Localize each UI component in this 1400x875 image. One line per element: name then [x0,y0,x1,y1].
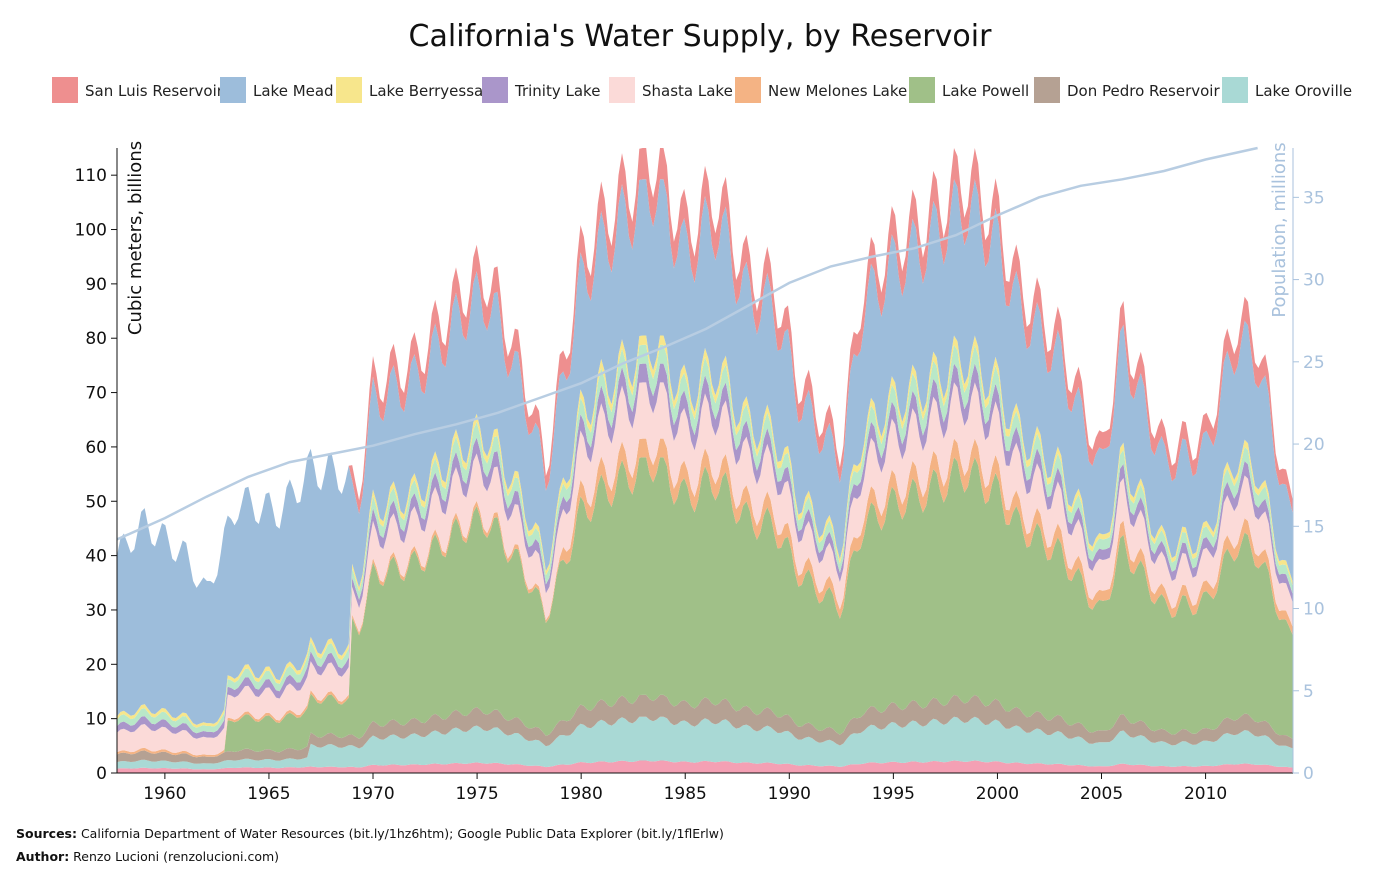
x-tick-label: 1980 [560,784,603,804]
legend-item: Lake Powell [909,77,1029,103]
y-tick-label: 20 [85,655,107,675]
y-right-tick-label: 0 [1303,764,1314,784]
x-tick-label: 1995 [872,784,915,804]
legend-swatch [52,77,78,103]
author-text: Renzo Lucioni (renzolucioni.com) [69,849,280,864]
x-tick-label: 1985 [664,784,707,804]
legend-label: Don Pedro Reservoir [1067,82,1220,100]
legend-swatch [482,77,508,103]
y-tick-label: 100 [75,221,107,241]
y-right-tick-label: 25 [1303,353,1325,373]
legend-item: San Luis Reservoir [52,77,224,103]
area-layer [117,760,1293,773]
y-tick-label: 60 [85,438,107,458]
y-right-tick-label: 35 [1303,188,1325,208]
x-tick-label: 2010 [1184,784,1227,804]
y-tick-label: 70 [85,384,107,404]
legend-swatch [336,77,362,103]
author-label: Author: [16,849,70,864]
legend-swatch [735,77,761,103]
legend-label: Lake Berryessa [369,82,483,100]
area-layer [117,716,1293,770]
x-tick-label: 1990 [768,784,811,804]
y-tick-label: 110 [75,166,107,186]
legend-label: Lake Powell [942,82,1029,100]
y-tick-label: 40 [85,547,107,567]
legend-swatch [220,77,246,103]
y-tick-label: 90 [85,275,107,295]
y-axis-right-label: Population, millions [1269,142,1290,317]
legend-item: Don Pedro Reservoir [1034,77,1220,103]
chart-title: California's Water Supply, by Reservoir [409,19,993,54]
legend-item: Trinity Lake [482,77,600,103]
y-axis-label: Cubic meters, billions [125,141,146,335]
y-right-tick-label: 15 [1303,517,1325,537]
legend-item: Lake Oroville [1222,77,1352,103]
area-layer [117,382,1293,756]
legend-label: New Melones Lake [768,82,907,100]
author-line: Author: Renzo Lucioni (renzolucioni.com) [16,849,279,864]
x-tick-label: 2005 [1080,784,1123,804]
legend-item: Shasta Lake [609,77,733,103]
legend-label: San Luis Reservoir [85,82,224,100]
legend-label: Lake Oroville [1255,82,1352,100]
area-layer [117,179,1293,725]
x-tick-label: 1970 [351,784,394,804]
y-tick-label: 50 [85,492,107,512]
legend-item: New Melones Lake [735,77,907,103]
legend-item: Lake Berryessa [336,77,483,103]
y-right-tick-label: 10 [1303,600,1325,620]
y-tick-label: 80 [85,329,107,349]
y-tick-label: 30 [85,601,107,621]
y-right-tick-label: 30 [1303,271,1325,291]
y-tick-label: 0 [96,764,107,784]
x-tick-label: 1965 [247,784,290,804]
area-layer [117,694,1293,764]
legend-item: Lake Mead [220,77,334,103]
population-line [116,146,1258,541]
y-right-tick-label: 20 [1303,435,1325,455]
legend-swatch [1222,77,1248,103]
legend-label: Lake Mead [253,82,334,100]
x-tick-label: 1975 [455,784,498,804]
sources-label: Sources: [16,826,77,841]
sources-text: California Department of Water Resources… [76,826,724,841]
plot-area [116,146,1293,773]
axes: 0 10 20 30 40 50 60 70 80 90 100 110 0 5 10 15 20 25 30 35 1… [75,148,1325,804]
legend-label: Trinity Lake [514,82,600,100]
area-layer [117,457,1293,758]
legend: San Luis Reservoir Lake Mead Lake Berryess… [52,77,1352,103]
y-tick-label: 10 [85,710,107,730]
y-right-tick-label: 5 [1303,682,1314,702]
legend-label: Shasta Lake [642,82,733,100]
legend-swatch [609,77,635,103]
legend-swatch [909,77,935,103]
sources-line: Sources: California Department of Water … [16,826,724,841]
x-tick-label: 1960 [143,784,186,804]
x-tick-label: 2000 [976,784,1019,804]
legend-swatch [1034,77,1060,103]
